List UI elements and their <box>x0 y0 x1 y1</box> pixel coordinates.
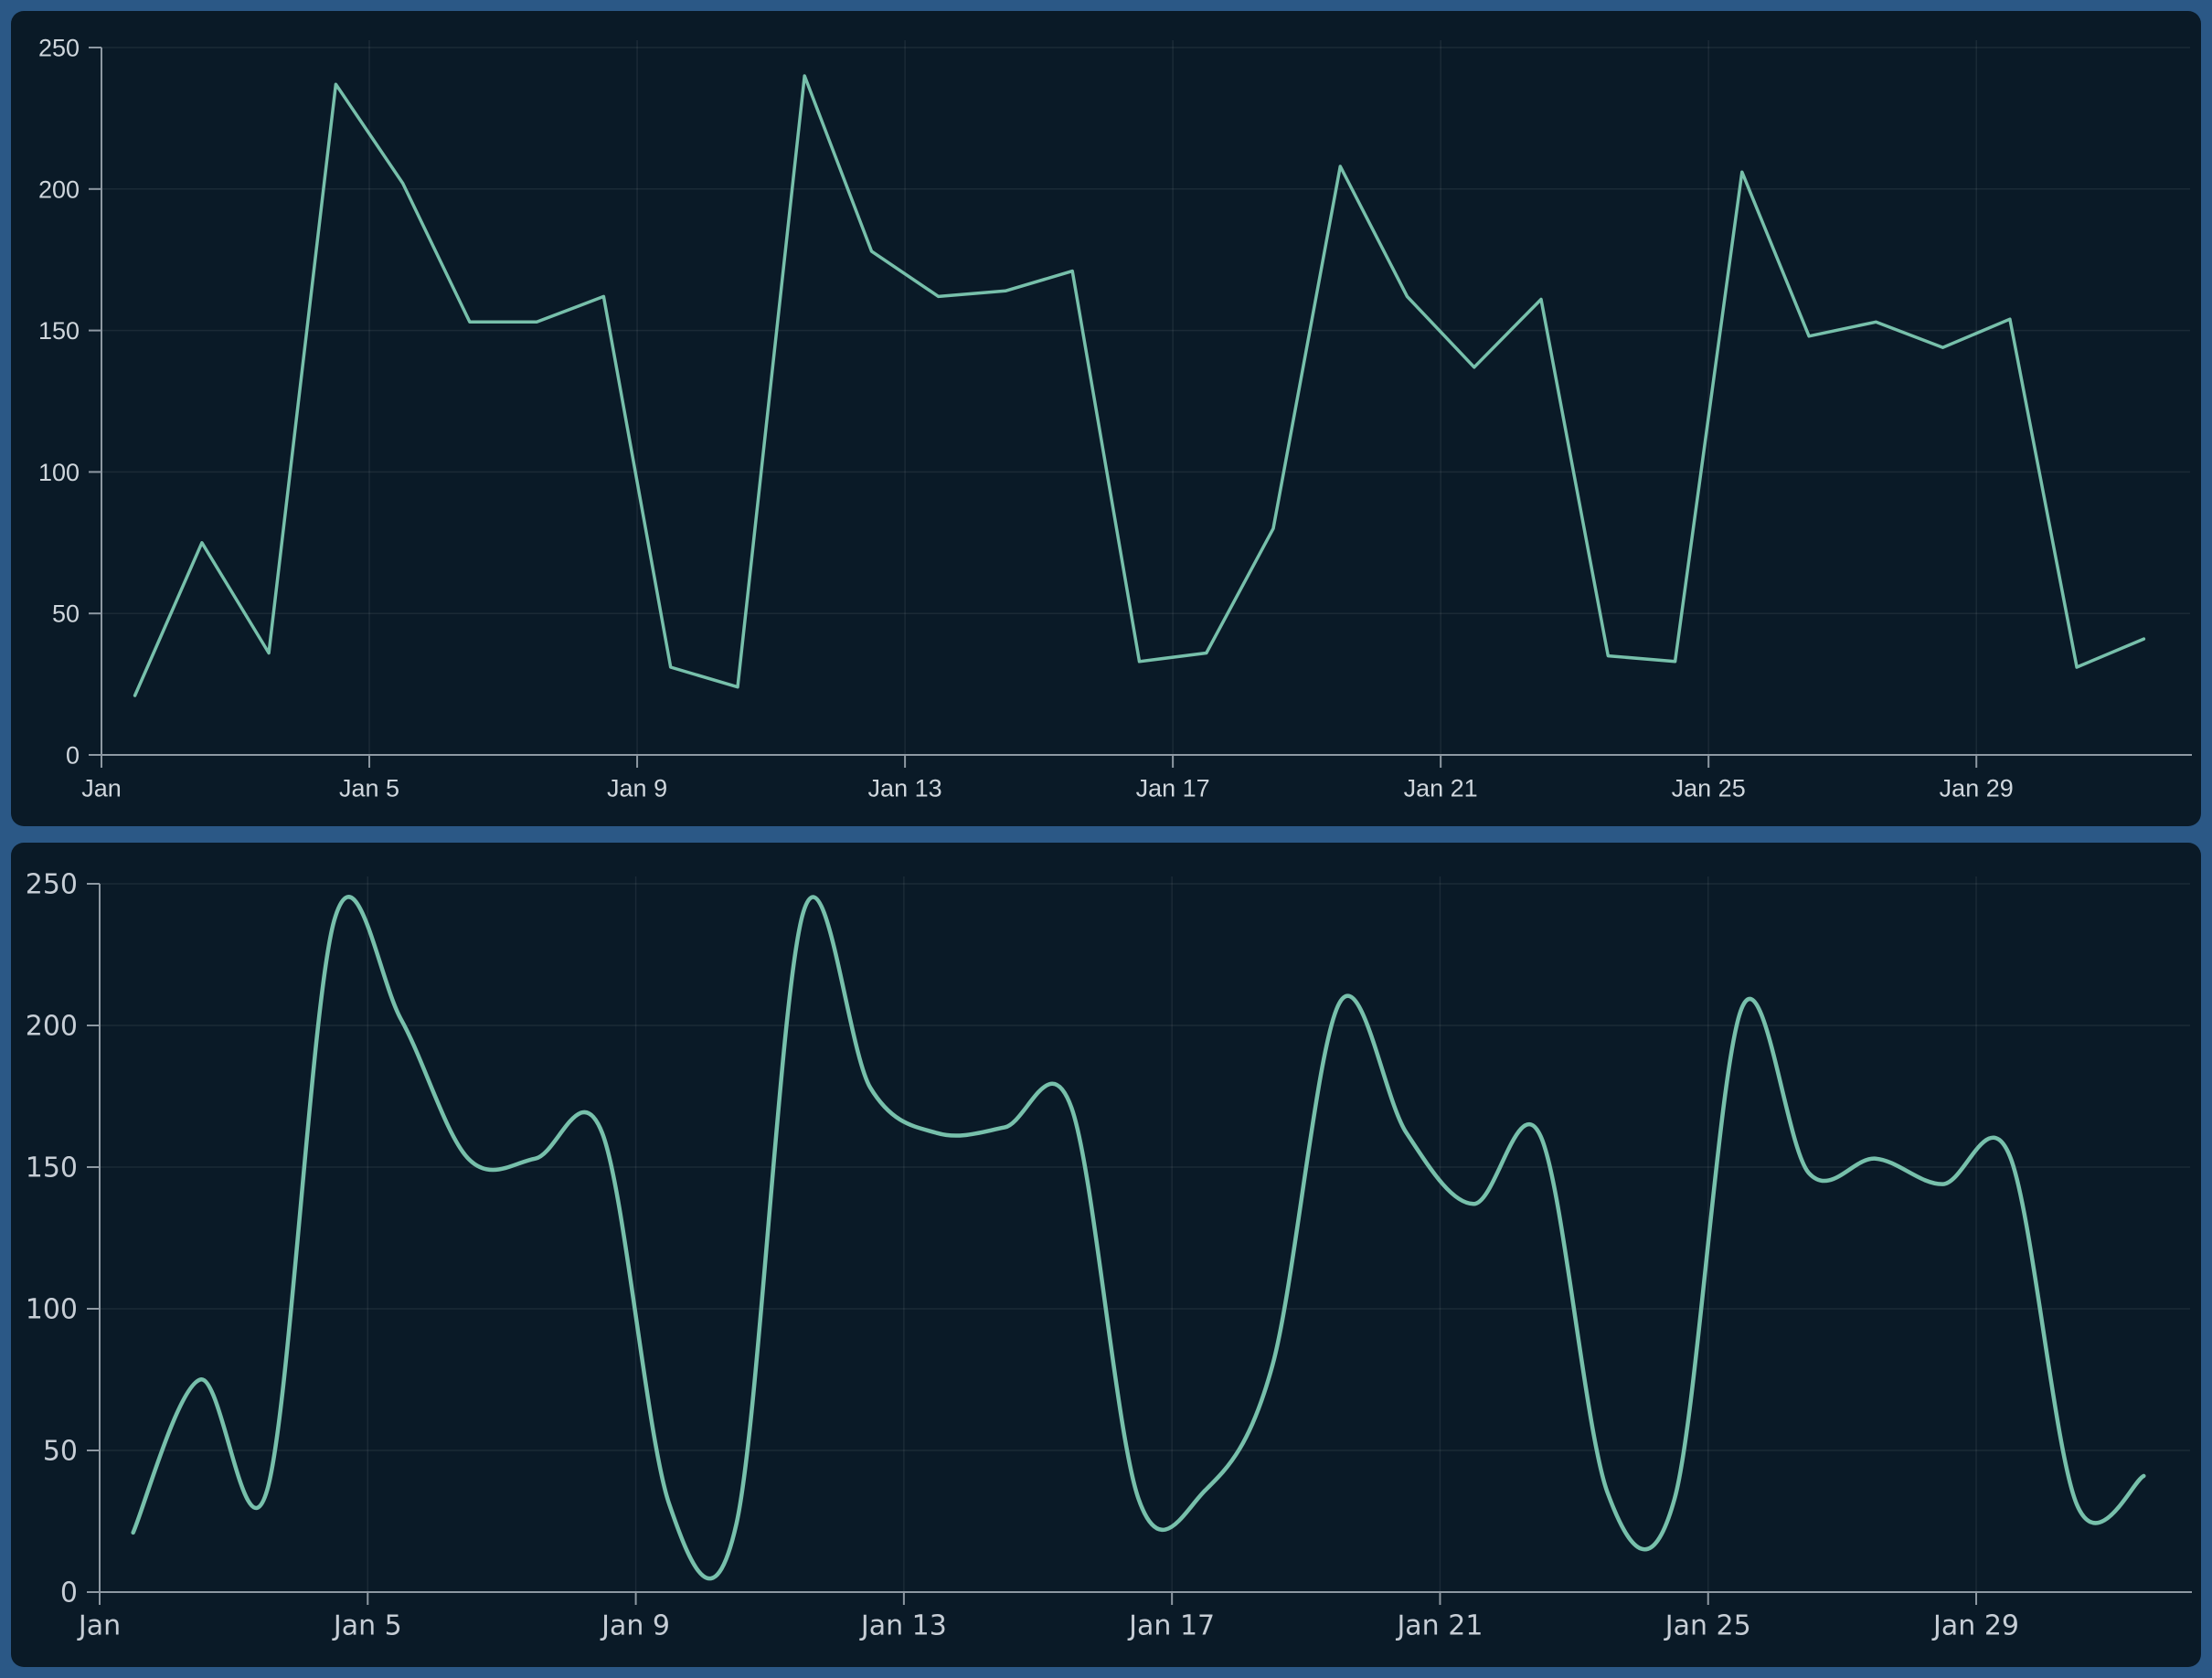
x-axis-tick-label: Jan 9 <box>600 1610 670 1642</box>
y-axis-tick-label: 50 <box>52 600 80 628</box>
x-axis-tick-label: Jan 13 <box>868 774 942 802</box>
x-axis-tick-label: Jan <box>77 1610 121 1642</box>
y-axis-tick-label: 0 <box>66 741 80 769</box>
smooth-line-chart: 0 50 100 150 200 250 Jan Jan 5 Jan 9 Jan 13 Jan 17… <box>26 869 2192 1642</box>
smooth-series-line <box>131 895 2146 1581</box>
x-axis-tick-label: Jan 21 <box>1395 1610 1483 1642</box>
x-axis-tick-label: Jan 17 <box>1127 1610 1215 1642</box>
y-axis-tick-label: 0 <box>60 1577 78 1609</box>
y-axis-tick-label: 150 <box>26 1152 78 1184</box>
x-axis-tick-label: Jan 9 <box>607 774 667 802</box>
smooth-chart-card: 0 50 100 150 200 250 Jan Jan 5 Jan 9 Jan 13 Jan 17… <box>11 843 2201 1667</box>
gridlines <box>100 876 2190 1592</box>
gridlines <box>101 40 2190 755</box>
x-axis-tick-label: Jan 17 <box>1136 774 1210 802</box>
x-axis-tick-label: Jan 25 <box>1664 1610 1751 1642</box>
linear-line-chart: 0 50 100 150 200 250 Jan Jan 5 Jan 9 Jan 13 Jan 17… <box>38 34 2192 802</box>
y-axis-tick-label: 100 <box>26 1294 78 1326</box>
x-axis-tick-label: Jan <box>81 774 122 802</box>
y-axis-tick-label: 50 <box>43 1436 78 1468</box>
x-axis-tick-label: Jan 29 <box>1940 774 2014 802</box>
x-axis-tick-label: Jan 13 <box>859 1610 947 1642</box>
y-axis-tick-label: 200 <box>26 1011 78 1043</box>
linear-chart-axes <box>89 47 2192 768</box>
y-axis-tick-label: 150 <box>38 317 80 345</box>
x-axis-tick-label: Jan 5 <box>339 774 399 802</box>
y-axis-tick-label: 250 <box>26 869 78 901</box>
smooth-chart-axes <box>87 883 2192 1605</box>
linear-series-line <box>133 74 2146 697</box>
linear-chart-tick-labels: 0 50 100 150 200 250 Jan Jan 5 Jan 9 Jan 13 Jan 17… <box>38 34 2014 802</box>
x-axis-tick-label: Jan 25 <box>1672 774 1746 802</box>
x-axis-tick-label: Jan 29 <box>1931 1610 2019 1642</box>
y-axis-tick-label: 250 <box>38 34 80 61</box>
x-axis-tick-label: Jan 21 <box>1404 774 1478 802</box>
linear-chart-card: 0 50 100 150 200 250 Jan Jan 5 Jan 9 Jan 13 Jan 17… <box>11 11 2201 826</box>
y-axis-tick-label: 100 <box>38 459 80 486</box>
smooth-chart-tick-labels: 0 50 100 150 200 250 Jan Jan 5 Jan 9 Jan 13 Jan 17… <box>26 869 2019 1642</box>
y-axis-tick-label: 200 <box>38 175 80 203</box>
x-axis-tick-label: Jan 5 <box>332 1610 402 1642</box>
